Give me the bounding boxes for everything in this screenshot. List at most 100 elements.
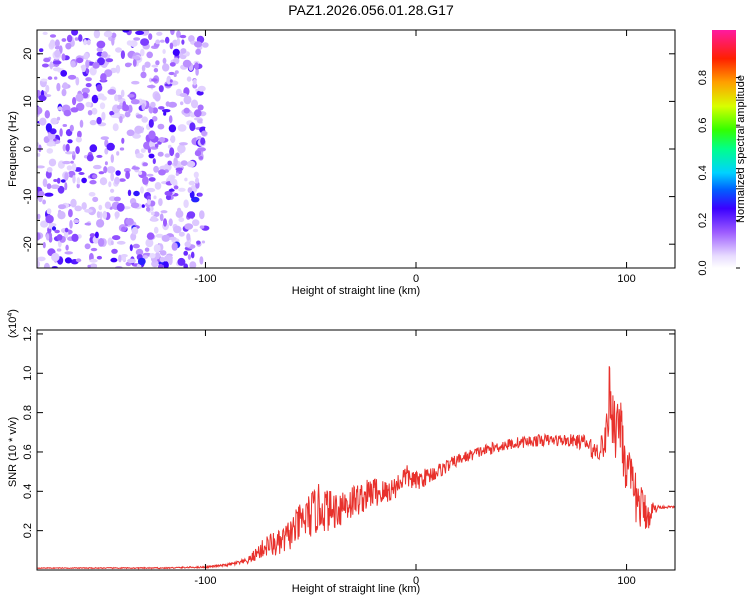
- snr-y-label: SNR (10 * v/v): [7, 417, 19, 487]
- heatmap-cell: [56, 177, 61, 184]
- heatmap-cell: [65, 151, 73, 155]
- heatmap-cell: [124, 111, 131, 118]
- heatmap-cell: [174, 70, 179, 74]
- heatmap-cell: [49, 34, 57, 38]
- heatmap-cell: [178, 217, 185, 223]
- heatmap-cell: [484, 148, 490, 153]
- heatmap-cell: [619, 144, 625, 150]
- heatmap-cell: [155, 233, 164, 238]
- heatmap-cell: [75, 146, 80, 155]
- snr-frame: [36, 329, 676, 571]
- heatmap-cell: [159, 250, 167, 256]
- heatmap-cell: [38, 190, 45, 197]
- heatmap-cell: [60, 70, 68, 77]
- heatmap-cell: [153, 165, 160, 173]
- heatmap-cell: [89, 233, 96, 238]
- heatmap-cell: [107, 89, 116, 95]
- heatmap-cell: [132, 243, 140, 249]
- heatmap-cell: [175, 152, 180, 159]
- heatmap-cell: [70, 60, 76, 68]
- heatmap-cell: [58, 204, 66, 210]
- x-tick-label: -100: [194, 273, 216, 285]
- heatmap-cell: [225, 111, 232, 118]
- heatmap-cell: [45, 233, 50, 241]
- snr-x-ticks: -100 0 100: [194, 330, 636, 587]
- heatmap-cell: [269, 179, 276, 186]
- heatmap-cell: [62, 124, 68, 127]
- heatmap-cell: [127, 258, 136, 264]
- heatmap-cell: [48, 158, 57, 167]
- heatmap-cell: [143, 141, 151, 150]
- heatmap-cell: [183, 263, 188, 268]
- heatmap-cell: [62, 144, 67, 152]
- heatmap-cell: [101, 51, 108, 58]
- heatmap-cell: [65, 42, 72, 50]
- heatmap-cell: [321, 174, 328, 181]
- heatmap-cell: [62, 160, 71, 165]
- heatmap-cell: [62, 82, 69, 90]
- y-tick-label: -10: [22, 189, 34, 205]
- heatmap-cell: [175, 167, 183, 172]
- snr-series-line: [37, 366, 675, 570]
- heatmap-cell: [169, 147, 175, 157]
- heatmap-cell: [46, 141, 55, 147]
- heatmap-cell: [68, 209, 73, 218]
- heatmap-cell: [111, 32, 117, 39]
- heatmap-cell: [180, 101, 184, 106]
- heatmap-cell: [188, 35, 195, 43]
- heatmap-cell: [246, 137, 253, 144]
- heatmap-cell: [42, 31, 48, 35]
- heatmap-cell: [210, 105, 216, 112]
- heatmap-cell: [126, 40, 133, 46]
- heatmap-cell: [170, 135, 176, 144]
- heatmap-cell: [186, 160, 196, 168]
- heatmap-cell: [120, 254, 128, 258]
- heatmap-cell: [183, 199, 189, 208]
- heatmap-cell: [275, 180, 282, 187]
- heatmap-cell: [151, 64, 159, 68]
- heatmap-cell: [160, 210, 168, 214]
- heatmap-cell: [194, 62, 199, 70]
- heatmap-cell: [78, 34, 83, 42]
- heatmap-cell: [655, 151, 661, 156]
- heatmap-cell: [71, 233, 79, 242]
- heatmap-cell: [216, 100, 223, 107]
- heatmap-cell: [57, 211, 66, 220]
- heatmap-cell: [114, 176, 120, 185]
- heatmap-cell: [37, 232, 41, 241]
- heatmap-cell: [61, 88, 67, 97]
- heatmap-cell: [635, 133, 640, 138]
- heatmap-cell: [622, 137, 628, 143]
- heatmap-cell: [116, 151, 120, 156]
- heatmap-cell: [56, 248, 62, 252]
- heatmap-cell: [144, 247, 150, 252]
- heatmap-cell: [136, 263, 142, 268]
- heatmap-cell: [501, 149, 507, 154]
- heatmap-cell: [429, 144, 435, 149]
- heatmap-cell: [569, 149, 575, 154]
- heatmap-cell: [169, 236, 177, 241]
- heatmap-cell: [110, 257, 118, 263]
- heatmap-cell: [163, 261, 169, 268]
- heatmap-cell: [85, 59, 90, 69]
- y-tick-label: 1.2: [22, 326, 34, 341]
- heatmap-cell: [39, 117, 47, 126]
- heatmap-cell: [621, 133, 627, 138]
- heatmap-cell: [392, 146, 398, 153]
- heatmap-cell: [84, 243, 91, 250]
- colorbar-tick-label: 0.2: [697, 213, 709, 228]
- spectrogram-y-ticks: 20 10 0 -10 -20: [22, 29, 675, 269]
- heatmap-cell: [83, 52, 89, 60]
- heatmap-cell: [351, 177, 358, 184]
- heatmap-cell: [642, 154, 648, 159]
- heatmap-cell: [162, 49, 166, 54]
- heatmap-cell: [657, 156, 663, 161]
- heatmap-cell: [115, 170, 121, 176]
- heatmap-cell: [159, 39, 165, 43]
- heatmap-cell: [158, 106, 165, 110]
- heatmap-cell: [140, 38, 150, 46]
- heatmap-cell: [51, 226, 57, 231]
- heatmap-cell: [76, 183, 80, 189]
- heatmap-cell: [91, 107, 98, 115]
- spectrogram-x-ticks: -100 0 100: [194, 30, 636, 285]
